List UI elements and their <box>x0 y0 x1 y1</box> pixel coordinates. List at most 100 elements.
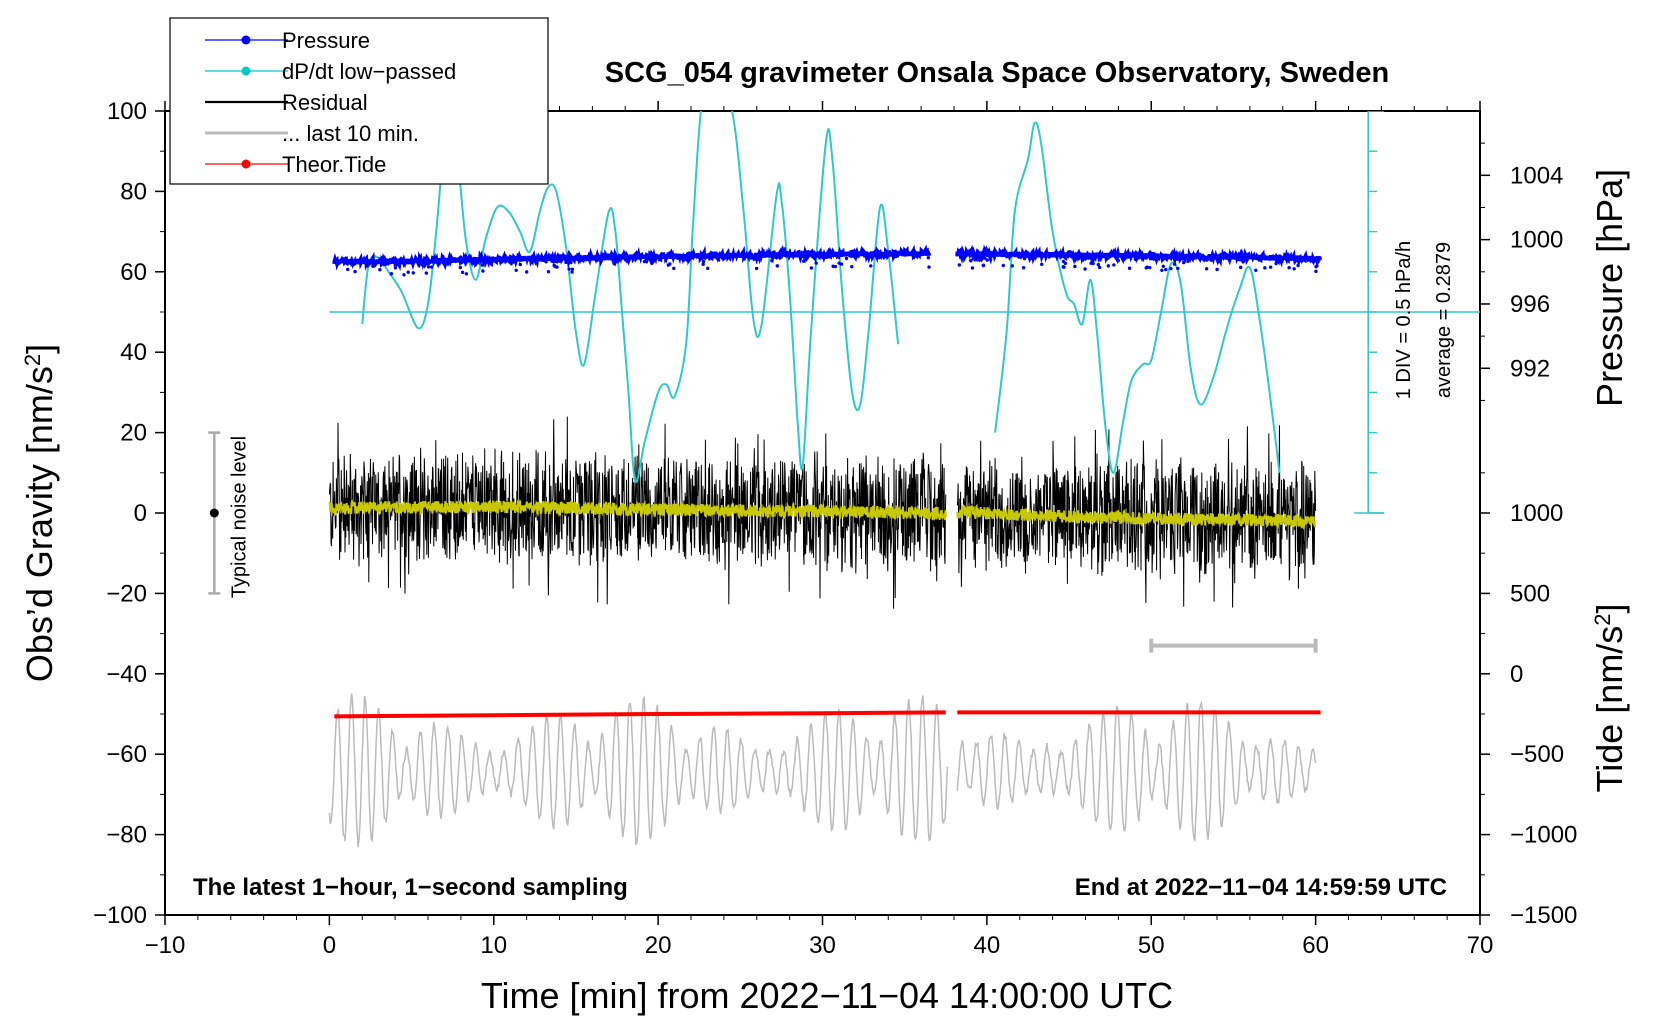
pressure-point <box>844 256 849 261</box>
pressure-point <box>1216 259 1220 264</box>
pressure-point <box>544 260 548 264</box>
tide-tick-label: −1000 <box>1510 822 1577 849</box>
pressure-point <box>1097 265 1102 270</box>
pressure-point <box>518 262 523 267</box>
noise-bar-label: Typical noise level <box>228 436 250 598</box>
residual-line <box>328 416 947 609</box>
tide-axis-label-text: Tide [nm/s <box>1589 626 1630 793</box>
tide-axis-label-sup: 2 <box>1590 613 1615 625</box>
pressure-point <box>426 265 431 269</box>
y-axis-label-close: ] <box>19 344 60 354</box>
pressure-point <box>701 262 705 266</box>
pressure-point <box>1127 266 1132 270</box>
pressure-axis-label: Pressure [hPa] <box>1589 169 1630 407</box>
pressure-line <box>332 244 931 272</box>
pressure-point <box>1061 259 1066 264</box>
pressure-point <box>869 264 873 268</box>
pressure-point <box>1182 260 1186 265</box>
legend-label: Residual <box>282 90 368 115</box>
pressure-point <box>960 255 964 260</box>
tide-tick-label: −500 <box>1510 741 1564 768</box>
pressure-point <box>1133 257 1137 261</box>
pressure-point <box>754 266 759 271</box>
y-tick-label: 20 <box>120 420 147 447</box>
pressure-point <box>345 267 350 272</box>
legend-label: ... last 10 min. <box>282 121 419 146</box>
pressure-point <box>570 267 575 272</box>
pressure-tick-label: 996 <box>1510 291 1550 318</box>
noise-bar-center <box>209 508 219 518</box>
y-axis-label: Obs’d Gravity [nm/s2] <box>19 344 60 682</box>
series-tide <box>334 710 1321 719</box>
annotation-end-time: End at 2022−11−04 14:59:59 UTC <box>1075 874 1447 901</box>
pressure-point <box>1106 264 1111 268</box>
pressure-point <box>1202 258 1206 262</box>
pressure-point <box>429 265 434 269</box>
pressure-point <box>458 265 462 270</box>
pressure-point <box>1096 263 1101 267</box>
plot-clip-group <box>328 111 1480 848</box>
pressure-point <box>1160 268 1164 273</box>
legend-marker <box>241 159 251 169</box>
dpdt-scale-label: 1 DIV = 0.5 hPa/h <box>1393 241 1415 399</box>
pressure-point <box>1186 259 1190 264</box>
y-tick-label: 40 <box>120 339 147 366</box>
pressure-point <box>1001 263 1005 268</box>
pressure-point <box>464 272 469 276</box>
pressure-point <box>402 273 406 277</box>
y-tick-label: 0 <box>134 500 147 527</box>
pressure-point <box>1263 266 1267 270</box>
pressure-point <box>1091 261 1095 266</box>
pressure-point <box>514 268 518 272</box>
pressure-point <box>801 259 806 263</box>
pressure-point <box>1164 267 1168 272</box>
y-axis-label-sup: 2 <box>20 354 45 366</box>
pressure-point <box>672 266 676 271</box>
pressure-point <box>877 255 881 260</box>
x-tick-label: 40 <box>974 932 1001 959</box>
pressure-point <box>393 266 398 270</box>
x-tick-label: 10 <box>480 932 507 959</box>
pressure-point <box>706 266 710 271</box>
pressure-point <box>650 261 654 265</box>
pressure-point <box>353 269 357 274</box>
pressure-point <box>1010 264 1014 268</box>
dpdt-line <box>994 121 1281 474</box>
residual-smoothed-line <box>956 503 1317 531</box>
pressure-point <box>1145 265 1149 269</box>
pressure-point <box>1241 260 1245 264</box>
y-tick-label: 80 <box>120 178 147 205</box>
pressure-point <box>775 264 780 268</box>
x-tick-label: 30 <box>809 932 836 959</box>
legend: Pressure dP/dt low−passed Residual ... last… <box>169 17 549 185</box>
pressure-point <box>424 271 429 275</box>
pressure-point <box>612 262 617 266</box>
tide-tick-label: 0 <box>1510 661 1523 688</box>
noise-level-bar: Typical noise level <box>208 431 250 598</box>
series-residual <box>328 416 1317 609</box>
pressure-point <box>642 259 647 264</box>
pressure-point <box>1314 264 1318 269</box>
pressure-point <box>716 258 721 262</box>
legend-marker <box>241 35 251 45</box>
pressure-point <box>770 258 774 263</box>
pressure-point <box>809 266 814 270</box>
pressure-point <box>546 270 551 274</box>
pressure-point <box>970 266 975 270</box>
chart-title: SCG_054 gravimeter Onsala Space Observat… <box>605 57 1389 89</box>
pressure-point <box>1296 263 1300 268</box>
pressure-tick-label: 992 <box>1510 355 1550 382</box>
last10-line <box>328 693 949 848</box>
plot-data: Typical noise level <box>208 111 1480 848</box>
pressure-point <box>1073 264 1077 269</box>
y-tick-label: −60 <box>106 741 147 768</box>
pressure-point <box>1169 266 1173 271</box>
pressure-point <box>1116 258 1121 263</box>
pressure-point <box>927 265 931 269</box>
pressure-point <box>1061 265 1065 269</box>
pressure-point <box>1161 264 1165 268</box>
pressure-point <box>969 259 973 263</box>
pressure-point <box>742 257 746 261</box>
pressure-point <box>481 269 485 273</box>
last10-range-bar <box>1149 638 1318 653</box>
